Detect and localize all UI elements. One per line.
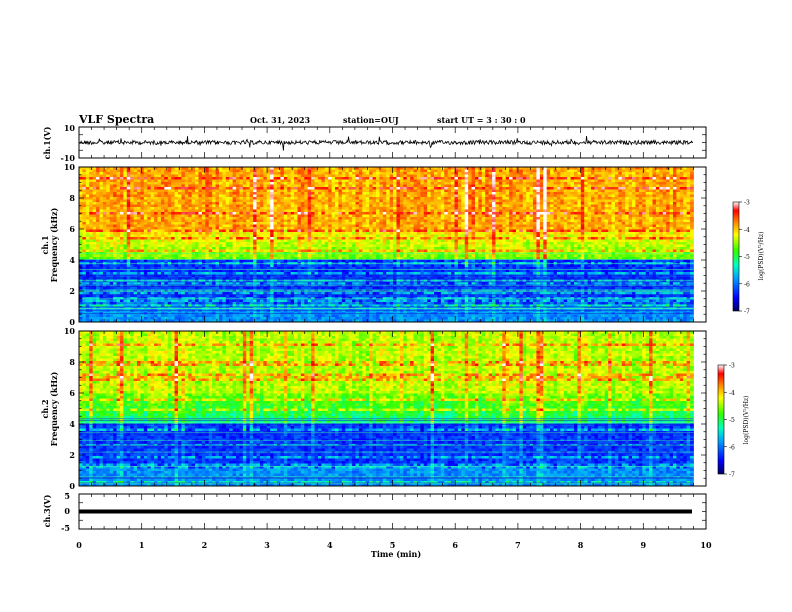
ch1-waveform-line [78, 135, 694, 151]
ch3-ytick-bottom: -5 [61, 523, 70, 533]
x-tick-label: 0 [76, 540, 82, 550]
ch2-colorbar-label: log(PSD)(V²/Hz) [743, 396, 750, 445]
colorbar-tick-label: -6 [744, 281, 750, 288]
freq-tick-label: 0 [69, 317, 75, 327]
x-tick-label: 4 [327, 540, 333, 550]
x-tick-label: 1 [139, 540, 145, 550]
start-time-label: start UT = 3 : 30 : 0 [437, 115, 526, 125]
ch2-spectrogram-ylabel: Frequency (kHz) [49, 371, 59, 446]
ch1-spectrogram-panel: 0 2 4 6 8 10 ch.1 Frequency (kHz) [40, 162, 707, 327]
x-tick-label: 10 [700, 540, 712, 550]
freq-tick-label: 4 [69, 255, 75, 265]
colorbar-tick-label: -6 [729, 444, 735, 451]
ch1-waveform-ylabel: ch.1(V) [42, 126, 52, 159]
ch3-ytick-middle: 0 [64, 506, 70, 516]
colorbar-tick-label: -7 [744, 309, 750, 316]
colorbar-tick-label: -3 [729, 363, 735, 370]
x-tick-label: 6 [452, 540, 458, 550]
freq-tick-label: 2 [69, 450, 75, 460]
x-tick-label: 9 [641, 540, 647, 550]
freq-tick-label: 8 [69, 357, 75, 367]
ch2-spectrogram-ylabel-channel: ch.2 [40, 399, 50, 418]
freq-tick-label: 0 [69, 481, 75, 491]
freq-tick-label: 6 [69, 388, 75, 398]
x-tick-label: 5 [390, 540, 396, 550]
colorbar-tick-label: -4 [729, 390, 735, 397]
ch1-ytick-bottom: -10 [61, 153, 76, 163]
ch1-colorbar-label: log(PSD)(V²/Hz) [758, 232, 765, 281]
colorbar-tick-label: -7 [729, 472, 735, 479]
date-label: Oct. 31, 2023 [250, 115, 311, 125]
x-axis-label: Time (min) [371, 549, 421, 559]
station-label: station=OUJ [343, 115, 399, 125]
ch1-spectrogram-ylabel: Frequency (kHz) [49, 207, 59, 282]
ch2-spectrogram-panel: 0 2 4 6 8 10 ch.2 Frequency (kHz) [40, 326, 707, 491]
colorbar-tick-label: -4 [744, 227, 750, 234]
ch1-spectrogram-ylabel-channel: ch.1 [40, 235, 50, 254]
freq-tick-label: 10 [64, 162, 76, 172]
x-tick-label: 7 [515, 540, 521, 550]
ch3-waveform-panel: 5 0 -5 ch.3(V) [42, 491, 707, 533]
ch1-waveform-panel: 10 -10 ch.1(V) [42, 123, 707, 163]
freq-tick-label: 6 [69, 224, 75, 234]
ch1-spectrogram-image [79, 167, 694, 322]
colorbar-tick-label: -3 [744, 200, 750, 207]
figure-title: VLF Spectra [78, 113, 154, 126]
ch1-ytick-top: 10 [64, 123, 76, 133]
ch3-waveform-ylabel: ch.3(V) [42, 494, 52, 527]
x-tick-labels: 0 1 2 3 4 5 6 7 8 9 10 [76, 540, 712, 550]
x-tick-label: 2 [202, 540, 208, 550]
x-tick-label: 3 [264, 540, 270, 550]
freq-tick-label: 10 [64, 326, 76, 336]
colorbar-tick-label: -5 [729, 417, 735, 424]
x-tick-label: 8 [578, 540, 584, 550]
freq-tick-label: 4 [69, 419, 75, 429]
ch2-colorbar: -3 -4 -5 -6 -7 log(PSD)(V²/Hz) [717, 363, 750, 479]
ch2-spectrogram-image [79, 331, 694, 486]
freq-tick-label: 8 [69, 193, 75, 203]
colorbar-tick-label: -5 [744, 254, 750, 261]
ch3-ytick-top: 5 [64, 491, 70, 501]
freq-tick-label: 2 [69, 286, 75, 296]
ch1-colorbar: -3 -4 -5 -6 -7 log(PSD)(V²/Hz) [732, 200, 765, 316]
